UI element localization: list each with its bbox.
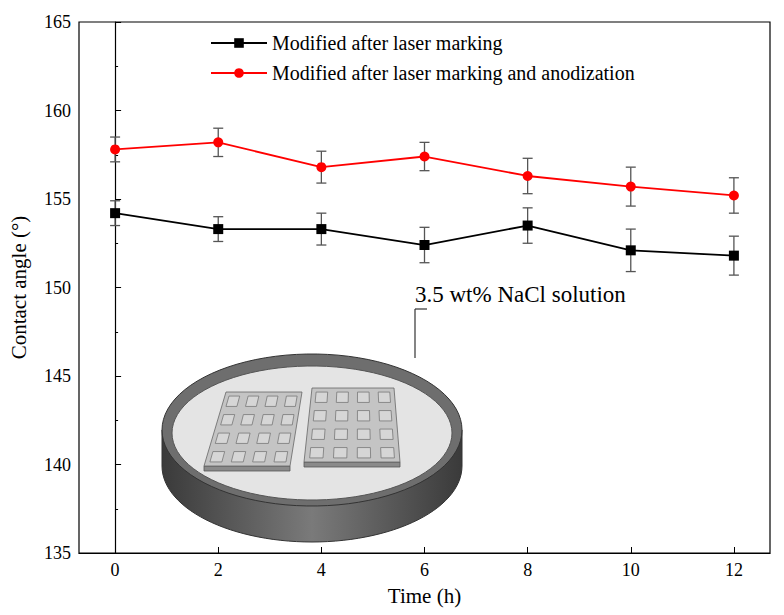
svg-text:145: 145: [44, 366, 71, 386]
svg-text:150: 150: [44, 278, 71, 298]
svg-text:3.5 wt% NaCl solution: 3.5 wt% NaCl solution: [415, 282, 626, 307]
svg-text:135: 135: [44, 543, 71, 563]
svg-text:6: 6: [420, 560, 429, 580]
svg-text:165: 165: [44, 12, 71, 32]
svg-text:2: 2: [214, 560, 223, 580]
svg-text:155: 155: [44, 189, 71, 209]
svg-text:140: 140: [44, 455, 71, 475]
svg-text:Contact angle (°): Contact angle (°): [7, 216, 31, 360]
svg-text:12: 12: [725, 560, 743, 580]
svg-text:160: 160: [44, 101, 71, 121]
svg-text:Modified after laser marking a: Modified after laser marking and anodiza…: [272, 62, 635, 85]
svg-text:0: 0: [111, 560, 120, 580]
svg-text:8: 8: [523, 560, 532, 580]
svg-text:4: 4: [317, 560, 326, 580]
svg-text:Modified after laser marking: Modified after laser marking: [272, 32, 502, 55]
svg-text:Time (h): Time (h): [388, 584, 461, 608]
svg-text:10: 10: [622, 560, 640, 580]
